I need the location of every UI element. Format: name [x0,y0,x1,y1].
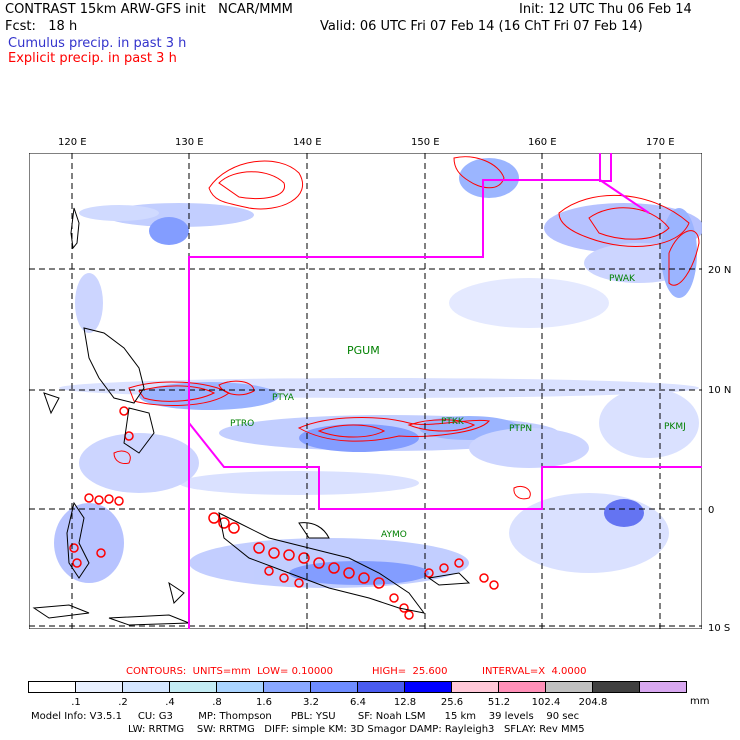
colorbar-tick-label: 25.6 [440,697,464,708]
colorbar-tick-label: .8 [212,697,222,708]
colorbar-tick-label: .1 [71,697,81,708]
colorbar-tick-label: 1.6 [256,697,272,708]
colorbar-cell [498,681,546,693]
contour-interval: INTERVAL=X 4.0000 [482,666,587,677]
lon-label-160e: 160 E [528,137,557,148]
lat-label-20n: 20 N [708,265,732,276]
contour-high: HIGH= 25.600 [372,666,448,677]
lon-label-150e: 150 E [411,137,440,148]
colorbar-cell [122,681,170,693]
colorbar-cell [216,681,264,693]
lon-label-130e: 130 E [175,137,204,148]
colorbar-cell [404,681,452,693]
colorbar-cell [28,681,76,693]
station-ptpn: PTPN [509,424,532,434]
lat-label-10s: 10 S [708,623,731,634]
colorbar-tick-label: 3.2 [303,697,319,708]
explicit-precip-contours [113,156,700,500]
legend-explicit: Explicit precip. in past 3 h [8,51,177,66]
colorbar-cell [75,681,123,693]
colorbar-tick-label: 51.2 [487,697,511,708]
cumulus-precip-areas [54,158,702,588]
station-pkmj: PKMJ [664,422,686,432]
model-info-line2: LW: RRTMG SW: RRTMG DIFF: simple KM: 3D … [128,724,585,735]
colorbar-cell [639,681,687,693]
station-ptkk: PTKK [441,417,465,427]
model-info-line1: Model Info: V3.5.1 CU: G3 MP: Thompson P… [31,711,580,722]
station-pgum: PGUM [347,344,380,357]
init-time: Init: 12 UTC Thu 06 Feb 14 [519,2,692,17]
colorbar-tick-label: 102.4 [531,697,561,708]
valid-time: Valid: 06 UTC Fri 07 Feb 14 (16 ChT Fri … [320,19,643,34]
colorbar-cell [451,681,499,693]
colorbar-cell [169,681,217,693]
explicit-precip-cells [69,406,499,620]
colorbar-cell [545,681,593,693]
forecast-hour: Fcst: 18 h [5,19,78,34]
lat-label-0: 0 [708,505,715,516]
colorbar-cell [357,681,405,693]
colorbar-tick-label: 6.4 [350,697,366,708]
region-boundary [188,153,702,629]
station-ptya: PTYA [272,393,295,403]
lat-lon-grid [29,153,702,629]
station-pwak: PWAK [609,274,636,284]
colorbar-tick-label: 12.8 [393,697,417,708]
lon-label-170e: 170 E [646,137,675,148]
colorbar-tick-label: .2 [118,697,128,708]
station-ptro: PTRO [230,419,254,429]
lon-label-120e: 120 E [58,137,87,148]
colorbar-tick-label: 204.8 [578,697,608,708]
lat-label-10n: 10 N [708,385,732,396]
colorbar [28,681,687,693]
legend-cumulus: Cumulus precip. in past 3 h [8,36,187,51]
contour-info: CONTOURS: UNITS=mm LOW= 0.10000 [126,666,333,677]
colorbar-units: mm [690,696,710,707]
colorbar-cell [592,681,640,693]
colorbar-cell [310,681,358,693]
station-labels: PGUM PTYA PTRO PTKK PTPN PKMJ PWAK AYMO [230,274,686,540]
title-line: CONTRAST 15km ARW-GFS init NCAR/MMM [5,2,293,17]
colorbar-cell [263,681,311,693]
station-aymo: AYMO [381,530,407,540]
colorbar-tick-label: .4 [165,697,175,708]
precip-map: PGUM PTYA PTRO PTKK PTPN PKMJ PWAK AYMO [29,153,702,629]
lon-label-140e: 140 E [293,137,322,148]
